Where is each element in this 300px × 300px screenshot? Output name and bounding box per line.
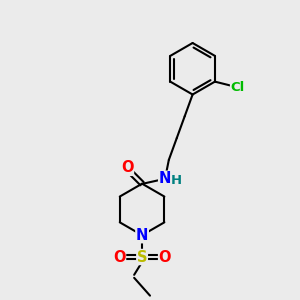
Text: O: O [121, 160, 134, 175]
Text: N: N [136, 228, 148, 243]
Text: Cl: Cl [231, 81, 245, 94]
Text: S: S [137, 250, 147, 265]
Text: O: O [159, 250, 171, 265]
Text: O: O [113, 250, 125, 265]
Text: H: H [171, 174, 182, 187]
Text: N: N [159, 171, 171, 186]
